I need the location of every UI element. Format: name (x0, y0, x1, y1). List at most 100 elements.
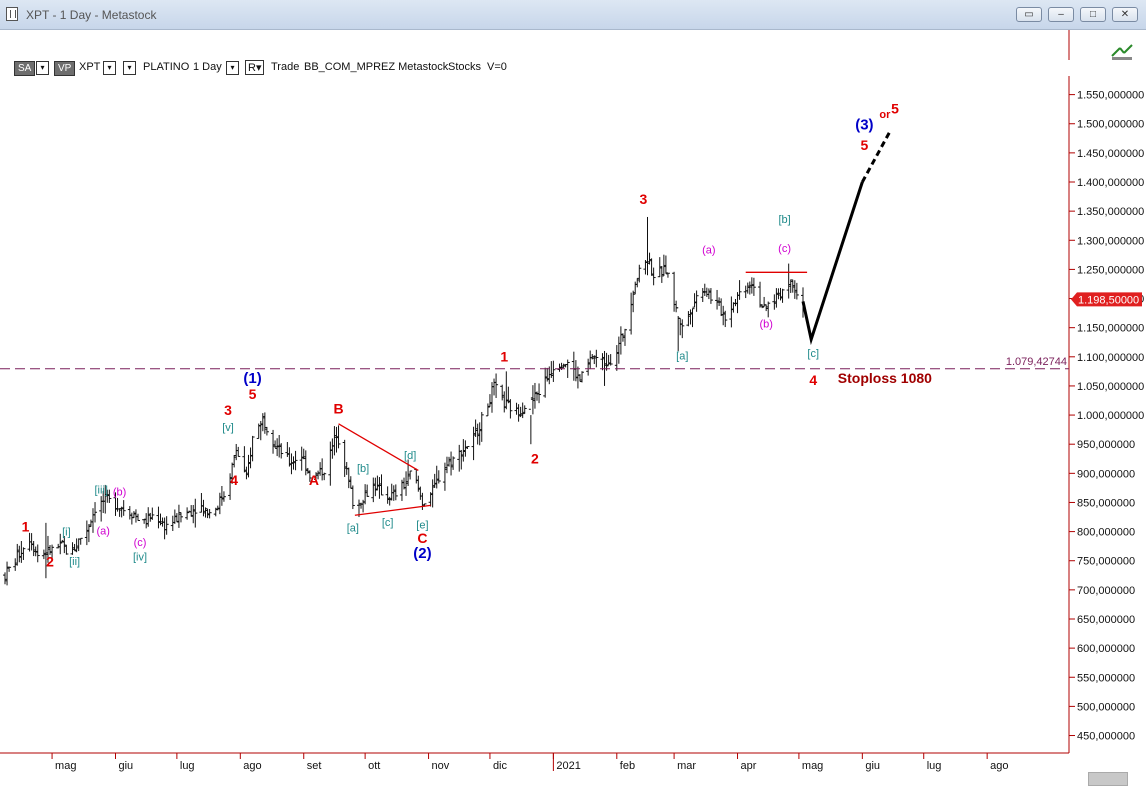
last-price-tag (1071, 292, 1142, 307)
ohlc-bar (680, 319, 685, 339)
wave-label: (b) (113, 486, 126, 498)
ohlc-bar (336, 425, 341, 449)
trendline (354, 504, 431, 516)
ohlc-bar (203, 507, 208, 518)
wave-label: (b) (759, 319, 772, 331)
y-tick-label: 550,000000 (1077, 672, 1135, 684)
v-label: V=0 (487, 61, 507, 73)
price-chart[interactable]: 450,000000 500,000000 550,000000 600,000000… (0, 30, 1146, 796)
ohlc-bar (221, 491, 226, 502)
ohlc-bar (322, 472, 327, 481)
security-dropdown-icon[interactable]: ▾ (123, 61, 136, 75)
x-tick-label: mar (677, 760, 696, 772)
plot-background (0, 30, 1146, 796)
app-icon (6, 7, 18, 21)
chart-area[interactable]: 450,000000 500,000000 550,000000 600,000000… (0, 30, 1146, 796)
minimize-icon[interactable]: – (1048, 7, 1074, 22)
close-icon[interactable]: ✕ (1112, 7, 1138, 22)
ohlc-bar (651, 267, 656, 286)
y-tick-label: 450,000000 (1077, 731, 1135, 743)
chart-info: BB_COM_MPREZ Metastock (304, 61, 449, 73)
x-tick-label: giu (118, 760, 133, 772)
x-tick-label: mag (802, 760, 823, 772)
window-title: XPT - 1 Day - Metastock (26, 8, 157, 22)
restore-icon[interactable]: ▭ (1016, 7, 1042, 22)
last-price-label: 1.198,50000 (1078, 294, 1139, 306)
y-tick-label: 1.150,000000 (1077, 323, 1144, 335)
r-button[interactable]: R▾ (245, 60, 265, 75)
ohlc-bar (78, 537, 83, 545)
drawing-tools-icon[interactable] (1111, 44, 1133, 60)
ohlc-bar (565, 359, 570, 378)
ohlc-bar (58, 533, 63, 555)
window-titlebar: XPT - 1 Day - Metastock ▭ – □ ✕ (0, 0, 1146, 30)
ohlc-bar (264, 426, 269, 436)
ohlc-bar (485, 403, 490, 417)
ohlc-bar (207, 508, 212, 519)
ohlc-bar (279, 443, 284, 459)
r-button-label: R (248, 62, 256, 74)
horizontal-scrollbar[interactable] (1088, 772, 1128, 786)
wave-label: (c) (778, 243, 791, 255)
wave-label: 2 (46, 554, 54, 570)
wave-label: (2) (413, 545, 431, 562)
period-label: 1 Day (193, 61, 222, 73)
x-tick-label: dic (493, 760, 508, 772)
trade-button[interactable]: Trade (271, 61, 300, 73)
ohlc-bar (508, 399, 513, 419)
ohlc-bar (64, 544, 69, 555)
security-name: PLATINO (143, 61, 190, 73)
ohlc-bar (751, 277, 756, 296)
x-tick-label: mag (55, 760, 76, 772)
wave-label: (a) (702, 245, 715, 257)
x-tick-label: feb (620, 760, 635, 772)
ohlc-bar (436, 470, 441, 484)
ohlc-bar (594, 349, 599, 368)
annotation-label: Stoploss 1080 (838, 370, 932, 386)
wave-label: [e] (416, 520, 428, 532)
ohlc-bar (236, 446, 241, 457)
ohlc-bar (794, 282, 799, 300)
y-tick-label: 500,000000 (1077, 701, 1135, 713)
y-tick-label: 800,000000 (1077, 527, 1135, 539)
ohlc-bar (164, 516, 169, 535)
wave-label: [a] (676, 351, 688, 363)
wave-label: [d] (404, 450, 416, 462)
ohlc-bar (708, 288, 713, 304)
wave-label: 1 (500, 348, 508, 364)
y-tick-label: 1.100,000000 (1077, 352, 1144, 364)
ohlc-bar (637, 264, 642, 283)
wave-label: C (417, 530, 427, 546)
ohlc-bar (690, 308, 695, 328)
tools-icon-base (1112, 57, 1132, 60)
ohlc-bars (3, 216, 805, 586)
maximize-icon[interactable]: □ (1080, 7, 1106, 22)
wave-label: 5 (860, 137, 868, 153)
wave-label: 3 (640, 191, 648, 207)
ohlc-bar (107, 489, 112, 503)
ohlc-bar (350, 485, 355, 510)
vp-button[interactable]: VP (54, 61, 76, 76)
y-tick-label: 1.300,000000 (1077, 235, 1144, 247)
x-tick-label: apr (741, 760, 757, 772)
ohlc-bar (379, 474, 384, 496)
trendline (338, 423, 419, 471)
wave-label: [i] (62, 527, 71, 539)
y-tick-label: 1.050,000000 (1077, 381, 1144, 393)
wave-label: [b] (357, 463, 369, 475)
symbol-dropdown-icon[interactable]: ▾ (103, 61, 116, 75)
x-tick-label: lug (180, 760, 195, 772)
projection-line (801, 181, 864, 346)
wave-label: A (309, 472, 319, 488)
wave-label: 4 (230, 472, 238, 488)
wave-label: or (879, 109, 891, 121)
sa-dropdown-icon[interactable]: ▾ (36, 61, 49, 75)
ohlc-bar (665, 272, 670, 278)
y-tick-label: 1.550,000000 (1077, 90, 1144, 102)
ohlc-bar (723, 310, 728, 328)
ohlc-bar (178, 512, 183, 523)
symbol-label: XPT (79, 61, 101, 73)
sa-button[interactable]: SA (14, 61, 36, 76)
x-tick-label: ago (990, 760, 1008, 772)
period-dropdown-icon[interactable]: ▾ (226, 61, 239, 75)
